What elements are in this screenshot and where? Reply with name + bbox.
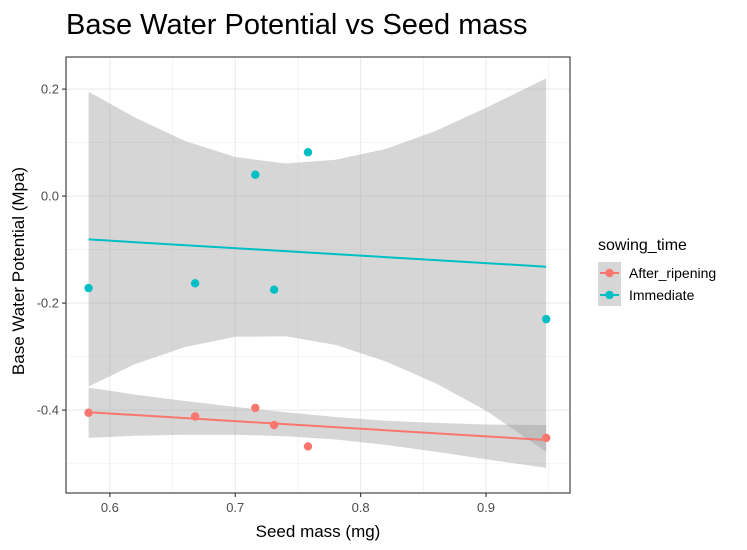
data-point-after_ripening <box>269 420 279 430</box>
data-point-after_ripening <box>303 442 313 451</box>
legend-label-immediate: Immediate <box>629 287 695 303</box>
data-point-immediate <box>303 148 313 157</box>
y-tick-label: 0.2 <box>41 82 59 97</box>
data-point-immediate <box>84 283 93 293</box>
y-tick-label: -0.4 <box>37 403 59 418</box>
data-point-immediate <box>190 279 200 288</box>
fit-line-after_ripening <box>88 411 547 442</box>
legend-title: sowing_time <box>598 237 687 254</box>
x-tick-label: 0.7 <box>226 500 244 515</box>
data-point-immediate <box>541 314 551 324</box>
data-point-after_ripening <box>190 412 200 421</box>
plot-panel <box>65 56 571 494</box>
data-point-after_ripening <box>251 403 260 413</box>
data-point-immediate <box>251 170 260 179</box>
panel-border <box>65 56 571 494</box>
chart-title: Base Water Potential vs Seed mass <box>66 9 528 41</box>
data-point-after_ripening <box>541 433 551 443</box>
x-tick-label: 0.8 <box>352 500 370 515</box>
y-axis-title: Base Water Potential (Mpa) <box>9 167 28 375</box>
x-tick-label: 0.6 <box>101 500 119 515</box>
legend-key-point <box>605 268 614 278</box>
x-tick-label: 0.9 <box>477 500 495 515</box>
confidence-band-after_ripening <box>88 387 547 468</box>
fit-line-immediate <box>88 238 547 268</box>
y-tick-label: -0.2 <box>37 296 59 311</box>
legend-key-point <box>605 290 614 300</box>
legend: sowing_time After_ripening Immediate <box>598 237 716 306</box>
confidence-band-immediate <box>88 78 547 452</box>
y-tick-label: 0.0 <box>41 189 59 204</box>
data-point-immediate <box>269 285 279 294</box>
data-point-after_ripening <box>84 408 93 417</box>
legend-label-after_ripening: After_ripening <box>629 265 716 281</box>
x-axis-title: Seed mass (mg) <box>256 522 381 541</box>
